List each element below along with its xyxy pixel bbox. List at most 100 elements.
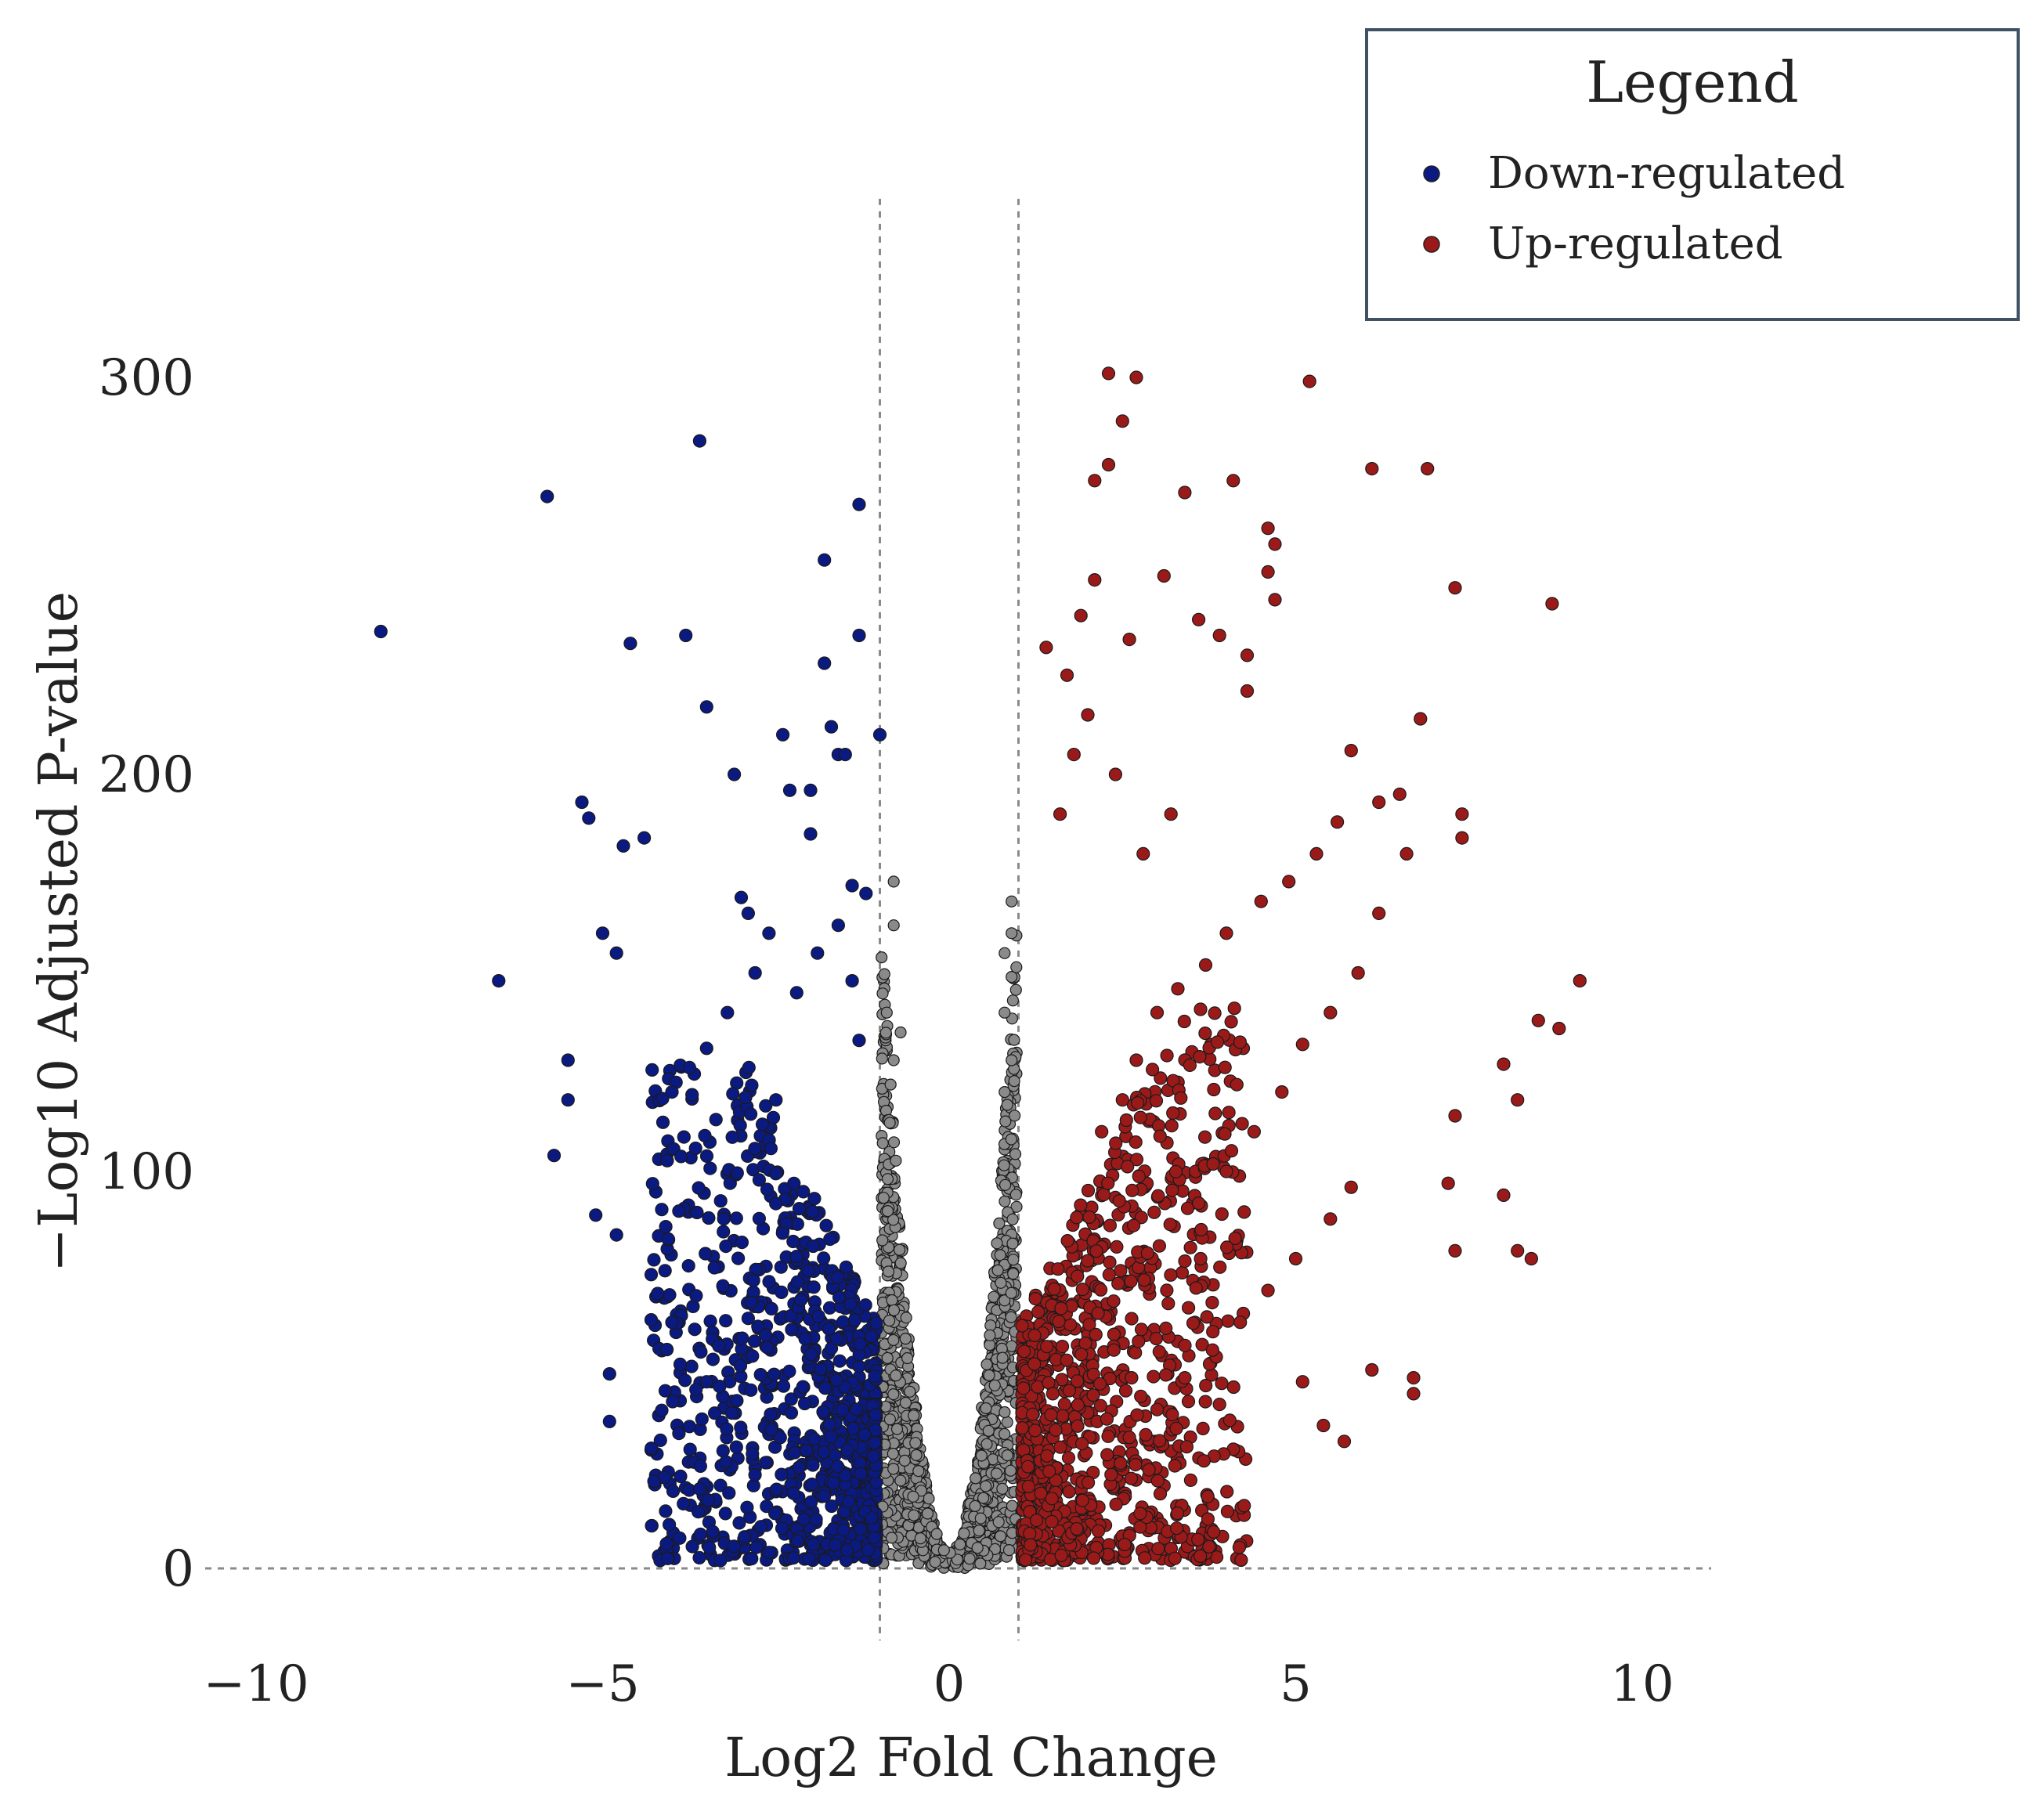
not-significant-point xyxy=(876,1053,887,1064)
legend-label-up-regulated: Up-regulated xyxy=(1488,218,1783,269)
not-significant-point xyxy=(910,1438,921,1449)
down-regulated-point xyxy=(819,1554,832,1567)
down-regulated-point xyxy=(689,1142,702,1155)
not-significant-point xyxy=(915,1533,926,1544)
down-regulated-point xyxy=(764,1142,777,1155)
up-regulated-point xyxy=(1103,459,1115,471)
not-significant-point xyxy=(1005,1465,1016,1476)
not-significant-point xyxy=(975,1513,986,1524)
legend-label-down-regulated: Down-regulated xyxy=(1488,148,1845,199)
up-regulated-point xyxy=(1414,713,1427,725)
down-regulated-point xyxy=(823,1418,836,1431)
up-regulated-point xyxy=(1201,1513,1214,1525)
down-regulated-point xyxy=(770,1197,782,1210)
down-regulated-point xyxy=(823,1323,836,1335)
down-regulated-point xyxy=(719,1507,731,1520)
up-regulated-point xyxy=(1041,1449,1053,1462)
up-regulated-point xyxy=(1101,1449,1114,1461)
up-regulated-point xyxy=(1055,1302,1067,1315)
down-regulated-point xyxy=(764,1408,777,1420)
not-significant-point xyxy=(1006,1055,1017,1066)
up-regulated-point xyxy=(1331,816,1344,828)
up-regulated-point xyxy=(1121,1160,1134,1173)
up-regulated-point xyxy=(1130,371,1143,384)
down-regulated-point xyxy=(763,927,775,940)
not-significant-point xyxy=(1002,1416,1013,1427)
up-regulated-point xyxy=(1076,1438,1089,1450)
down-regulated-point xyxy=(691,1207,703,1219)
not-significant-point xyxy=(889,1137,900,1148)
down-regulated-point xyxy=(854,1523,867,1536)
up-regulated-point xyxy=(1076,1283,1089,1296)
up-regulated-point xyxy=(1366,1364,1378,1377)
down-regulated-point xyxy=(746,1296,758,1308)
up-regulated-point xyxy=(1032,1305,1045,1318)
up-regulated-point xyxy=(1178,1016,1190,1028)
not-significant-point xyxy=(888,1463,899,1474)
down-regulated-point xyxy=(846,975,858,987)
not-significant-point xyxy=(1009,1110,1020,1121)
down-regulated-point xyxy=(548,1149,561,1162)
up-regulated-point xyxy=(1103,367,1115,380)
down-regulated-point xyxy=(791,1276,804,1288)
up-regulated-point xyxy=(1303,375,1316,388)
down-regulated-point xyxy=(818,554,831,566)
up-regulated-point xyxy=(1113,1195,1125,1207)
down-regulated-point xyxy=(493,975,505,987)
down-regulated-point xyxy=(806,1478,818,1491)
up-regulated-point xyxy=(1168,1552,1181,1564)
not-significant-point xyxy=(994,1218,1005,1229)
up-regulated-point xyxy=(1166,1409,1179,1421)
up-regulated-point xyxy=(1153,1345,1165,1358)
down-regulated-point xyxy=(717,1279,729,1292)
down-regulated-point xyxy=(645,1268,658,1281)
up-regulated-point xyxy=(1203,1540,1215,1553)
up-regulated-point xyxy=(1018,1345,1031,1358)
down-regulated-point xyxy=(648,1475,660,1488)
down-regulated-point xyxy=(733,1517,746,1529)
up-regulated-point xyxy=(1497,1058,1510,1070)
not-significant-point xyxy=(930,1557,941,1568)
down-regulated-point xyxy=(785,1406,798,1419)
up-regulated-point xyxy=(1154,1488,1167,1500)
x-tick-label: −5 xyxy=(565,1655,639,1713)
up-regulated-point xyxy=(1110,1240,1123,1253)
up-regulated-point xyxy=(1525,1253,1537,1265)
down-regulated-point xyxy=(735,1359,747,1372)
not-significant-point xyxy=(999,1087,1010,1098)
down-regulated-point xyxy=(739,1531,751,1543)
up-regulated-point xyxy=(1179,1255,1191,1268)
up-regulated-point xyxy=(1345,1181,1357,1193)
up-regulated-point xyxy=(1089,1328,1102,1341)
up-regulated-point xyxy=(1160,1369,1172,1381)
down-regulated-point xyxy=(682,1260,695,1272)
down-regulated-point xyxy=(674,1532,686,1544)
down-regulated-point xyxy=(778,1380,790,1392)
down-regulated-point xyxy=(576,796,588,809)
up-regulated-point xyxy=(1283,875,1295,888)
up-regulated-point xyxy=(1179,1339,1191,1351)
not-significant-point xyxy=(1006,1312,1017,1323)
down-regulated-point xyxy=(767,1111,780,1124)
not-significant-point xyxy=(1002,1099,1013,1110)
up-regulated-point xyxy=(1221,1485,1233,1498)
up-regulated-point xyxy=(1071,1270,1084,1283)
up-regulated-point xyxy=(1082,1254,1094,1267)
down-regulated-point xyxy=(837,1524,850,1536)
down-regulated-point xyxy=(673,1427,685,1440)
up-regulated-point xyxy=(1094,1399,1107,1412)
down-regulated-point xyxy=(853,498,865,511)
up-regulated-point xyxy=(1152,1189,1165,1202)
down-regulated-point xyxy=(846,879,858,892)
down-regulated-point xyxy=(749,1142,761,1155)
up-regulated-point xyxy=(1024,1539,1037,1551)
up-regulated-point xyxy=(1197,1422,1209,1434)
up-regulated-point xyxy=(1143,1463,1155,1476)
up-regulated-point xyxy=(1049,1424,1062,1436)
up-regulated-point xyxy=(1400,847,1413,860)
up-regulated-point xyxy=(1225,1016,1237,1028)
not-significant-point xyxy=(978,1492,989,1503)
down-regulated-point xyxy=(775,1286,788,1298)
up-regulated-point xyxy=(1497,1189,1510,1201)
up-regulated-point xyxy=(1180,1441,1193,1453)
